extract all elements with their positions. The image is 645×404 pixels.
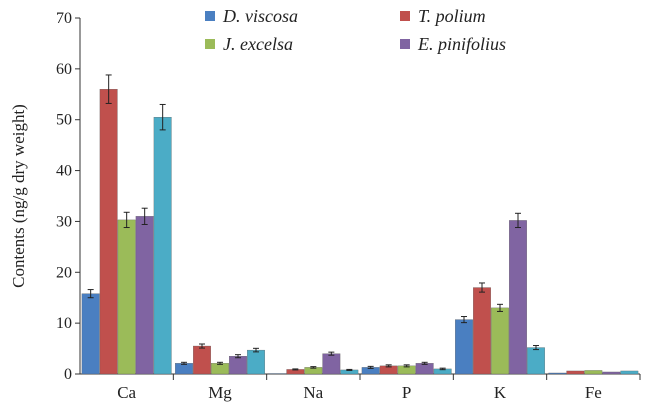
bar-ca-series-4 [135, 216, 154, 375]
y-tick-label: 0 [64, 366, 72, 383]
y-axis-title-group: Contents (ng/g dry weight) [9, 104, 28, 288]
legend-item: D. viscosa [205, 6, 298, 26]
error-bar [533, 345, 539, 351]
error-bar [199, 343, 205, 349]
bar-na-series-1 [268, 373, 287, 375]
bar-k-series-4 [509, 220, 527, 375]
legend-item: E. pinifolius [400, 34, 506, 54]
legend-swatch [205, 11, 215, 21]
bar-fe-series-4 [602, 371, 621, 375]
error-bar [310, 366, 317, 369]
bar-mg-series-4 [229, 356, 247, 375]
bar-ca-series-1 [81, 293, 100, 375]
legend-swatch [205, 39, 215, 49]
bar-mg-series-5 [247, 349, 265, 375]
error-bar [141, 207, 148, 225]
error-bar [346, 368, 353, 371]
bar-fe-series-3 [584, 370, 603, 375]
bar-k-series-5 [527, 347, 545, 375]
error-bar [403, 364, 410, 368]
bar-k-series-3 [491, 307, 509, 375]
legend-label: J. excelsa [223, 34, 293, 54]
bar-fe-series-1 [548, 372, 567, 375]
legend-label: T. polium [418, 6, 486, 26]
bar-ca-series-2 [99, 89, 118, 375]
bar-ca-series-5 [153, 117, 172, 375]
bar-mg-series-3 [211, 363, 229, 375]
y-axis-ticks: 0 10 20 30 40 50 60 70 [56, 10, 80, 383]
bars [81, 74, 641, 380]
error-bar [421, 361, 428, 365]
bar-p-series-4 [415, 363, 434, 375]
y-tick-label: 70 [56, 10, 72, 27]
legend-item: T. polium [400, 6, 486, 26]
error-bar [217, 361, 223, 365]
y-tick-label: 40 [56, 163, 72, 180]
bar-fe-series-2 [566, 370, 585, 375]
bar-k-series-2 [473, 287, 491, 375]
error-bar [105, 74, 112, 104]
error-bar [367, 365, 374, 369]
error-bar [479, 282, 485, 293]
bar-fe-series-5 [620, 370, 639, 375]
bar-na-series-4 [322, 353, 341, 375]
y-tick-label: 10 [56, 315, 72, 332]
x-tick-label-ca: Ca [117, 383, 136, 402]
x-tick-label-fe: Fe [585, 383, 602, 402]
legend-label: E. pinifolius [417, 34, 506, 54]
error-bar [439, 367, 446, 371]
error-bar [328, 351, 335, 356]
error-bar [253, 347, 259, 353]
y-tick-label: 30 [56, 213, 72, 230]
legend: D. viscosa T. polium J. excelsa E. pinifoli… [205, 6, 506, 54]
error-bar [497, 303, 503, 312]
y-tick-label: 60 [56, 61, 72, 78]
x-axis-ticks: Ca Mg Na P K Fe [117, 383, 602, 402]
legend-swatch [400, 39, 410, 49]
error-bar [385, 364, 392, 368]
legend-swatch [400, 11, 410, 21]
error-bar [181, 361, 187, 365]
x-tick-label-p: P [402, 383, 411, 402]
error-bar [235, 354, 241, 359]
error-bar [461, 316, 467, 324]
x-tick-label-na: Na [303, 383, 323, 402]
x-tick-label-k: K [494, 383, 507, 402]
error-bar [515, 212, 521, 229]
y-axis-title: Contents (ng/g dry weight) [9, 104, 28, 288]
legend-label: D. viscosa [222, 6, 298, 26]
bar-mg-series-2 [193, 345, 211, 375]
error-bar [292, 368, 299, 371]
error-bar [123, 211, 130, 229]
bar-k-series-1 [455, 319, 473, 375]
bar-mg-series-1 [175, 363, 193, 375]
error-bar [159, 103, 166, 131]
y-tick-label: 20 [56, 264, 72, 281]
bar-ca-series-3 [117, 219, 136, 375]
x-tick-label-mg: Mg [208, 383, 232, 402]
legend-item: J. excelsa [205, 34, 293, 54]
y-tick-label: 50 [56, 112, 72, 129]
error-bar [87, 289, 94, 299]
